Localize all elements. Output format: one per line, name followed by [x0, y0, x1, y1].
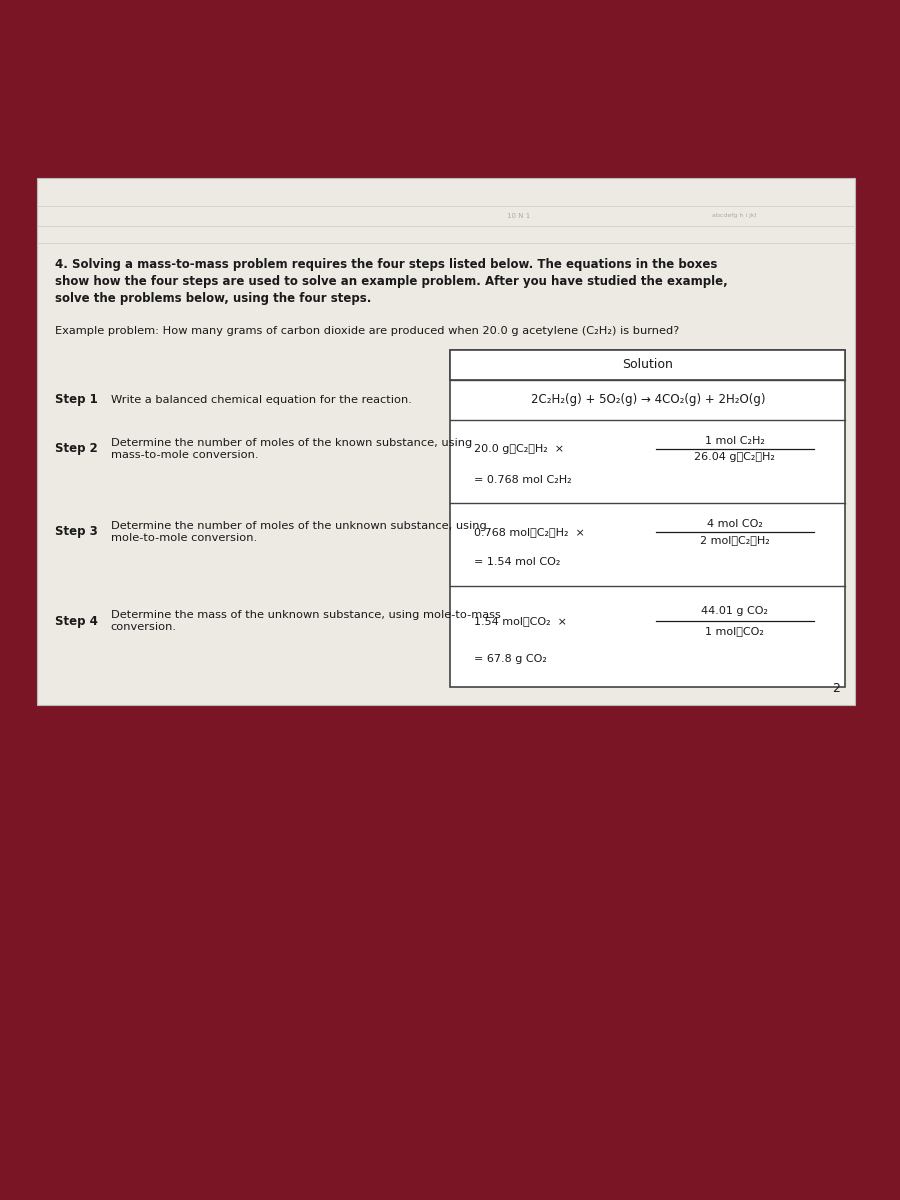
Text: Step 1: Step 1	[55, 394, 97, 407]
Text: Determine the number of moles of the known substance, using
mass-to-mole convers: Determine the number of moles of the kno…	[111, 438, 472, 460]
FancyBboxPatch shape	[37, 178, 855, 704]
Text: 1 mol C₂H₂: 1 mol C₂H₂	[705, 436, 765, 445]
Bar	[451, 350, 845, 380]
Text: 2C₂H₂(g) + 5O₂(g) → 4CO₂(g) + 2H₂O(g): 2C₂H₂(g) + 5O₂(g) → 4CO₂(g) + 2H₂O(g)	[530, 394, 765, 407]
Text: 4 mol CO₂: 4 mol CO₂	[706, 518, 762, 528]
Text: 2 mol⃒C₂⃒H₂: 2 mol⃒C₂⃒H₂	[699, 535, 770, 545]
Text: 10 N 1: 10 N 1	[508, 214, 531, 218]
Text: 2: 2	[832, 682, 841, 695]
Text: Example problem: How many grams of carbon dioxide are produced when 20.0 g acety: Example problem: How many grams of carbo…	[55, 326, 679, 336]
Text: Step 2: Step 2	[55, 443, 97, 456]
Text: 0.768 mol⃒C₂⃒H₂  ×: 0.768 mol⃒C₂⃒H₂ ×	[474, 527, 585, 536]
Text: Step 3: Step 3	[55, 526, 97, 539]
Text: abcdefg h i jkl: abcdefg h i jkl	[712, 214, 757, 218]
Text: = 67.8 g CO₂: = 67.8 g CO₂	[474, 654, 547, 664]
Bar	[451, 350, 845, 686]
Text: 1.54 mol⃒CO₂  ×: 1.54 mol⃒CO₂ ×	[474, 616, 567, 626]
Text: 44.01 g CO₂: 44.01 g CO₂	[701, 606, 768, 616]
Text: Determine the number of moles of the unknown substance, using
mole-to-mole conve: Determine the number of moles of the unk…	[111, 521, 486, 542]
Text: Step 4: Step 4	[55, 614, 98, 628]
Text: = 0.768 mol C₂H₂: = 0.768 mol C₂H₂	[474, 474, 572, 485]
Text: Write a balanced chemical equation for the reaction.: Write a balanced chemical equation for t…	[111, 395, 411, 404]
Text: 4. Solving a mass-to-mass problem requires the four steps listed below. The equa: 4. Solving a mass-to-mass problem requir…	[55, 258, 727, 305]
Text: Solution: Solution	[623, 359, 673, 372]
Text: 26.04 g⃒C₂⃒H₂: 26.04 g⃒C₂⃒H₂	[694, 452, 775, 462]
Text: = 1.54 mol CO₂: = 1.54 mol CO₂	[474, 558, 561, 568]
Text: 1 mol⃒CO₂: 1 mol⃒CO₂	[706, 626, 764, 636]
Text: Determine the mass of the unknown substance, using mole-to-mass
conversion.: Determine the mass of the unknown substa…	[111, 611, 500, 632]
Text: 20.0 g⃒C₂⃒H₂  ×: 20.0 g⃒C₂⃒H₂ ×	[474, 444, 564, 454]
